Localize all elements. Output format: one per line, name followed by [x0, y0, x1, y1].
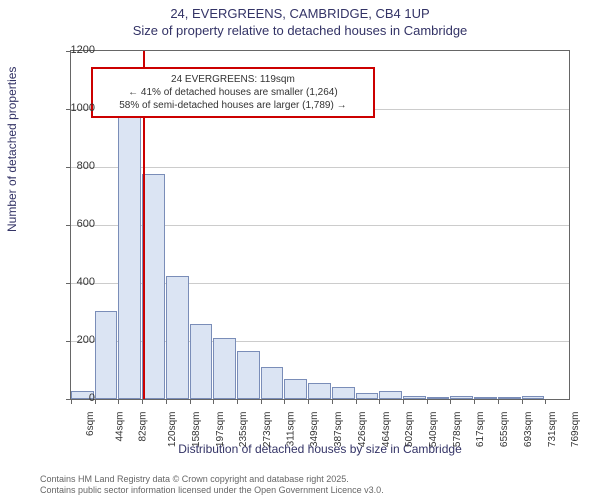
ytick-label: 1200	[55, 44, 95, 56]
histogram-bar	[284, 379, 307, 399]
histogram-bar	[379, 391, 402, 399]
xtick-mark	[522, 399, 523, 404]
annotation-line3: 58% of semi-detached houses are larger (…	[99, 99, 367, 112]
histogram-bar	[308, 383, 331, 399]
xtick-mark	[118, 399, 119, 404]
annotation-line1: 24 EVERGREENS: 119sqm	[99, 73, 367, 86]
ytick-label: 800	[55, 160, 95, 172]
attribution-line2: Contains public sector information licen…	[40, 485, 384, 496]
xtick-mark	[284, 399, 285, 404]
chart-title-line1: 24, EVERGREENS, CAMBRIDGE, CB4 1UP	[0, 0, 600, 23]
ytick-label: 1000	[55, 102, 95, 114]
histogram-bar	[403, 396, 426, 399]
xtick-label: 731sqm	[547, 412, 558, 448]
chart-title-line2: Size of property relative to detached ho…	[0, 23, 600, 38]
chart-plot-area: 24 EVERGREENS: 119sqm← 41% of detached h…	[70, 50, 570, 400]
xtick-label: 349sqm	[310, 412, 321, 448]
histogram-bar	[118, 115, 141, 399]
xtick-label: 540sqm	[428, 412, 439, 448]
histogram-bar	[356, 393, 379, 399]
histogram-bar	[474, 397, 497, 399]
xtick-label: 464sqm	[381, 412, 392, 448]
xtick-label: 6sqm	[85, 412, 96, 436]
histogram-bar	[166, 276, 189, 399]
xtick-mark	[474, 399, 475, 404]
xtick-mark	[450, 399, 451, 404]
xtick-mark	[545, 399, 546, 404]
xtick-label: 44sqm	[114, 412, 125, 442]
xtick-label: 158sqm	[191, 412, 202, 448]
xtick-label: 273sqm	[262, 412, 273, 448]
xtick-label: 387sqm	[333, 412, 344, 448]
histogram-bar	[261, 367, 284, 399]
xtick-mark	[213, 399, 214, 404]
xtick-label: 235sqm	[238, 412, 249, 448]
xtick-mark	[142, 399, 143, 404]
xtick-label: 502sqm	[404, 412, 415, 448]
xtick-mark	[308, 399, 309, 404]
gridline	[71, 167, 569, 168]
histogram-bar	[498, 397, 521, 399]
annotation-callout: 24 EVERGREENS: 119sqm← 41% of detached h…	[91, 67, 375, 118]
xtick-mark	[166, 399, 167, 404]
histogram-bar	[332, 387, 355, 399]
ytick-label: 0	[55, 392, 95, 404]
xtick-label: 617sqm	[476, 412, 487, 448]
attribution-text: Contains HM Land Registry data © Crown c…	[40, 474, 384, 496]
histogram-bar	[522, 396, 545, 399]
histogram-bar	[142, 174, 165, 399]
histogram-bar	[190, 324, 213, 399]
histogram-bar	[450, 396, 473, 399]
histogram-bar	[95, 311, 118, 399]
y-axis-label: Number of detached properties	[5, 67, 19, 232]
xtick-mark	[190, 399, 191, 404]
xtick-label: 655sqm	[499, 412, 510, 448]
xtick-label: 769sqm	[570, 412, 581, 448]
xtick-mark	[237, 399, 238, 404]
xtick-mark	[356, 399, 357, 404]
xtick-mark	[379, 399, 380, 404]
xtick-label: 311sqm	[285, 412, 296, 447]
histogram-bar	[213, 338, 236, 399]
histogram-bar	[237, 351, 260, 399]
ytick-label: 400	[55, 276, 95, 288]
xtick-label: 693sqm	[523, 412, 534, 448]
xtick-label: 426sqm	[357, 412, 368, 448]
annotation-line2: ← 41% of detached houses are smaller (1,…	[99, 86, 367, 99]
xtick-label: 578sqm	[452, 412, 463, 448]
xtick-mark	[332, 399, 333, 404]
xtick-mark	[427, 399, 428, 404]
xtick-label: 120sqm	[167, 412, 178, 448]
xtick-mark	[403, 399, 404, 404]
xtick-mark	[498, 399, 499, 404]
ytick-label: 200	[55, 334, 95, 346]
xtick-mark	[261, 399, 262, 404]
attribution-line1: Contains HM Land Registry data © Crown c…	[40, 474, 384, 485]
histogram-bar	[427, 397, 450, 399]
xtick-label: 82sqm	[138, 412, 149, 442]
ytick-label: 600	[55, 218, 95, 230]
xtick-label: 197sqm	[215, 412, 226, 448]
